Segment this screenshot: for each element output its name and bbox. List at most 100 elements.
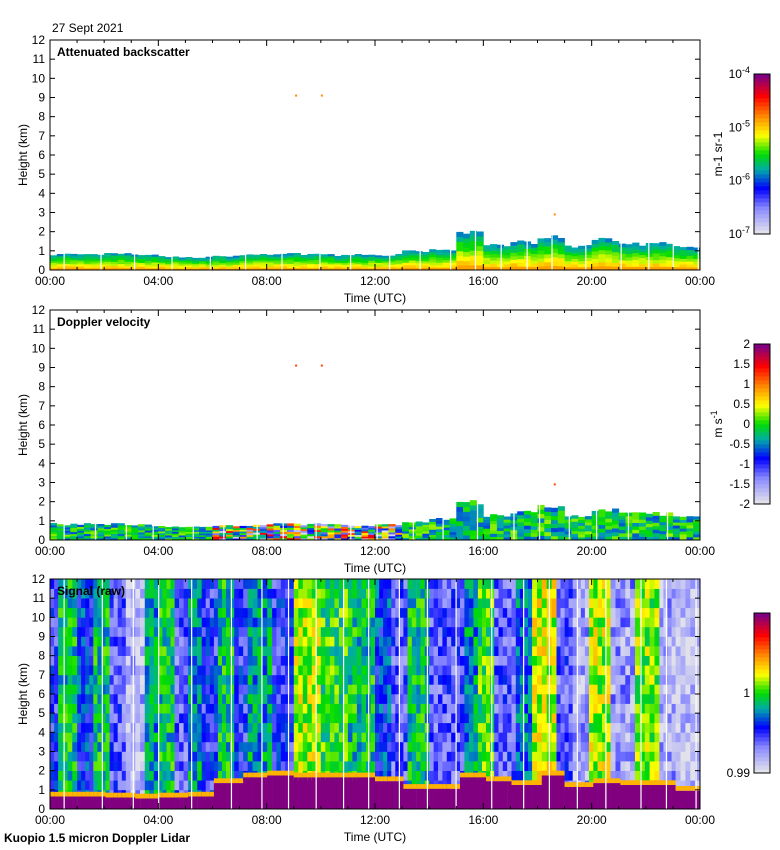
heatmap-cell xyxy=(138,266,146,269)
heatmap-cell xyxy=(576,732,582,743)
heatmap-cell xyxy=(381,526,389,529)
heatmap-cell xyxy=(140,751,146,762)
heatmap-cell xyxy=(314,533,322,537)
heatmap-cell xyxy=(551,722,557,733)
heatmap-cell xyxy=(639,526,647,530)
heatmap-cell xyxy=(578,534,586,538)
heatmap-cell xyxy=(541,636,547,647)
heatmap-cell xyxy=(293,607,299,618)
heatmap-cell xyxy=(72,655,78,666)
heatmap-cell xyxy=(329,732,335,743)
heatmap-cell xyxy=(610,751,616,762)
colorbar-segment xyxy=(754,468,770,473)
heatmap-cell xyxy=(625,519,633,524)
heatmap-cell xyxy=(460,772,465,778)
heatmap-cell xyxy=(149,579,155,589)
heatmap-cell xyxy=(537,579,543,589)
heatmap-cell xyxy=(205,258,213,261)
heatmap-cell xyxy=(101,579,106,589)
heatmap-cell xyxy=(544,507,552,512)
panel-1: Attenuated backscatter012345678910111200… xyxy=(16,33,771,305)
heatmap-cell xyxy=(415,528,423,532)
heatmap-cell xyxy=(320,694,326,704)
heatmap-cell xyxy=(557,523,565,528)
heatmap-cell xyxy=(356,626,362,637)
heatmap-cell xyxy=(686,261,694,265)
heatmap-cell xyxy=(280,674,286,685)
heatmap-cell xyxy=(178,263,186,266)
heatmap-cell xyxy=(213,761,219,771)
heatmap-cell xyxy=(557,514,565,520)
heatmap-cell xyxy=(589,626,594,637)
heatmap-cell xyxy=(54,770,59,781)
heatmap-cell xyxy=(232,526,240,529)
heatmap-cell xyxy=(429,251,437,255)
heatmap-cell xyxy=(370,626,376,637)
heatmap-cell xyxy=(429,588,434,599)
heatmap-cell xyxy=(477,665,483,676)
heatmap-cell xyxy=(576,684,582,695)
heatmap-cell xyxy=(325,703,331,714)
heatmap-cell xyxy=(399,636,404,647)
colorbar-segment xyxy=(754,472,770,477)
heatmap-cell xyxy=(368,256,376,259)
heatmap-cell xyxy=(464,761,470,771)
heatmap-cell xyxy=(375,713,380,724)
heatmap-cell xyxy=(246,264,254,267)
heatmap-cell xyxy=(117,780,123,791)
heatmap-cell xyxy=(252,617,258,628)
heatmap-cell xyxy=(598,262,606,267)
heatmap-cell xyxy=(197,588,202,599)
heatmap-cell xyxy=(205,780,211,791)
heatmap-cell xyxy=(334,761,340,771)
heatmap-cell xyxy=(515,751,521,762)
heatmap-cell xyxy=(347,255,355,258)
heatmap-cell xyxy=(572,607,578,618)
heatmap-cell xyxy=(383,579,388,589)
heatmap-cell xyxy=(354,526,362,529)
heatmap-cell xyxy=(93,655,98,666)
heatmap-cell xyxy=(97,665,102,676)
heatmap-cell xyxy=(422,533,430,536)
heatmap-cell xyxy=(490,530,498,534)
heatmap-cell xyxy=(90,536,98,539)
heatmap-cell xyxy=(560,775,565,809)
heatmap-cell xyxy=(67,741,73,752)
heatmap-cell xyxy=(217,761,223,771)
heatmap-cell xyxy=(58,761,64,771)
heatmap-cell xyxy=(517,536,525,541)
heatmap-cell xyxy=(334,528,342,531)
heatmap-cell xyxy=(537,751,543,762)
heatmap-cell xyxy=(537,741,543,752)
heatmap-cell xyxy=(341,532,349,535)
heatmap-cell xyxy=(387,674,392,685)
heatmap-cell xyxy=(217,655,223,666)
heatmap-cell xyxy=(243,722,248,733)
heatmap-cell xyxy=(610,588,616,599)
heatmap-cell xyxy=(468,665,474,676)
heatmap-cell xyxy=(556,655,561,666)
heatmap-cell xyxy=(557,266,565,271)
heatmap-cell xyxy=(482,665,487,676)
heatmap-cell xyxy=(197,780,202,791)
heatmap-cell xyxy=(383,781,388,809)
heatmap-cell xyxy=(442,529,450,533)
heatmap-cell xyxy=(615,751,621,762)
heatmap-cell xyxy=(560,703,565,714)
heatmap-cell xyxy=(429,526,437,530)
heatmap-cell xyxy=(162,665,167,676)
heatmap-cell xyxy=(201,665,207,676)
heatmap-cell xyxy=(528,785,533,809)
heatmap-cell xyxy=(289,761,294,771)
heatmap-cell xyxy=(183,579,189,589)
heatmap-cell xyxy=(375,694,380,704)
heatmap-cell xyxy=(347,262,355,265)
heatmap-cell xyxy=(307,665,313,676)
heatmap-cell xyxy=(446,741,452,752)
heatmap-cell xyxy=(557,242,565,247)
heatmap-cell xyxy=(334,598,340,609)
heatmap-cell xyxy=(473,588,479,599)
heatmap-cell xyxy=(420,646,426,656)
heatmap-cell xyxy=(455,761,461,771)
heatmap-cell xyxy=(121,588,127,599)
